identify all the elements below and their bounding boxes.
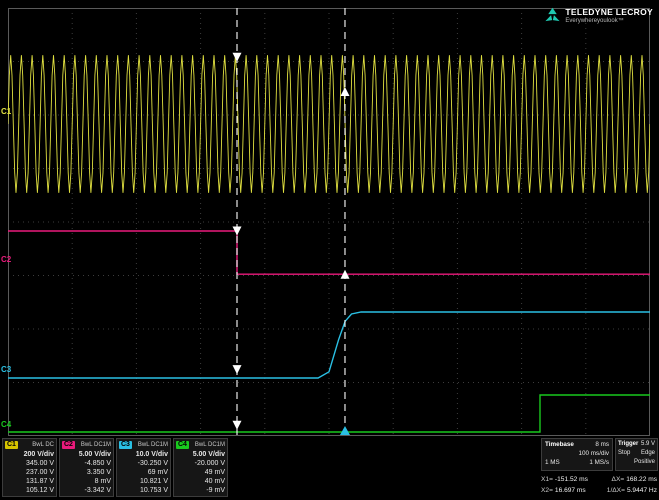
channel-cursor1-value: 49 mV <box>176 468 225 477</box>
cursor-x1-label: X1= <box>541 474 553 485</box>
cursor-arrow-icon <box>233 421 242 430</box>
cursor-arrow-icon <box>340 87 349 96</box>
cursor-x1-value: -151.52 ms <box>555 474 588 485</box>
channel-descriptor-header: C3 BwL DC1M <box>119 440 168 449</box>
trigger-title: Trigger <box>618 440 638 449</box>
channel-offset: -30.250 V <box>119 459 168 468</box>
teledyne-logo-icon <box>544 7 561 24</box>
channel-descriptor-c3[interactable]: C3 BwL DC1M 10.0 V/div -30.250 V 69 mV 1… <box>116 438 171 497</box>
channel-coupling: BwL DC1M <box>138 442 168 448</box>
channel-chip: C3 <box>119 441 132 449</box>
trace-c1[interactable] <box>8 55 650 193</box>
timebase-panel[interactable]: Timebase 8 ms 100 ms/div 1 MS 1 MS/s <box>541 438 613 471</box>
channel-descriptor-header: C2 BwL DC1M <box>62 440 111 449</box>
channel-coupling: BwL DC1M <box>81 442 111 448</box>
channel-vdiv: 200 V/div <box>5 450 54 459</box>
brand-logo: TELEDYNE LECROY Everywhereyoulook™ <box>544 7 653 24</box>
channel-vdiv: 5.00 V/div <box>176 450 225 459</box>
cursor-dx-value: 168.22 ms <box>626 474 657 485</box>
channel-delta-value: -9 mV <box>176 486 225 495</box>
channel-offset: 345.00 V <box>5 459 54 468</box>
channel-descriptors: C1 BwL DC 200 V/div 345.00 V 237.00 V 13… <box>2 438 228 497</box>
timebase-scale: 100 ms/div <box>579 449 609 458</box>
cursor-invdx-value: 5.9447 Hz <box>627 485 657 496</box>
cursor-readout: X1= -151.52 ms ΔX= 168.22 ms X2= 16.697 … <box>541 474 657 496</box>
cursor-dx-label: ΔX= <box>612 474 625 485</box>
channel-descriptor-c1[interactable]: C1 BwL DC 200 V/div 345.00 V 237.00 V 13… <box>2 438 57 497</box>
channel-chip: C4 <box>176 441 189 449</box>
channel-cursor1-value: 69 mV <box>119 468 168 477</box>
cursor-x2-label: X2= <box>541 485 553 496</box>
trigger-type: Edge <box>641 449 655 458</box>
brand-tagline: Everywhereyoulook™ <box>565 18 653 24</box>
cursor-x2-value: 16.697 ms <box>555 485 586 496</box>
cursors <box>233 8 350 436</box>
channel-chip: C2 <box>62 441 75 449</box>
channel-chip: C1 <box>5 441 18 449</box>
channel-coupling: BwL DC <box>32 442 54 448</box>
channel-coupling: BwL DC1M <box>195 442 225 448</box>
channel-vdiv: 10.0 V/div <box>119 450 168 459</box>
channel-delta-value: 105.12 V <box>5 486 54 495</box>
brand-name: TELEDYNE LECROY <box>565 7 653 17</box>
cursor-arrow-icon <box>233 53 242 62</box>
channel-descriptor-c4[interactable]: C4 BwL DC1M 5.00 V/div -20.000 V 49 mV 4… <box>173 438 228 497</box>
channel-delta-value: 10.753 V <box>119 486 168 495</box>
channel-marker-c4[interactable]: C4 <box>1 421 11 429</box>
channel-descriptor-header: C1 BwL DC <box>5 440 54 449</box>
channel-descriptor-header: C4 BwL DC1M <box>176 440 225 449</box>
timebase-title: Timebase <box>545 440 574 449</box>
channel-cursor1-value: 237.00 V <box>5 468 54 477</box>
trace-c2[interactable] <box>8 231 650 274</box>
cursor-arrow-icon <box>233 365 242 374</box>
timebase-delay: 8 ms <box>595 440 609 449</box>
channel-cursor1-value: 3.350 V <box>62 468 111 477</box>
channel-offset: -20.000 V <box>176 459 225 468</box>
channel-marker-c2[interactable]: C2 <box>1 256 11 264</box>
channel-descriptor-c2[interactable]: C2 BwL DC1M 5.00 V/div -4.850 V 3.350 V … <box>59 438 114 497</box>
channel-cursor2-value: 10.821 V <box>119 477 168 486</box>
timebase-rate: 1 MS/s <box>589 458 609 467</box>
trigger-position-icon[interactable] <box>340 426 350 435</box>
trigger-level: 5.9 V <box>641 440 655 449</box>
trigger-mode: Stop <box>618 449 630 458</box>
channel-cursor2-value: 8 mV <box>62 477 111 486</box>
channel-cursor2-value: 40 mV <box>176 477 225 486</box>
trigger-slope: Positive <box>634 458 655 467</box>
oscilloscope-screen: C1 C2 C3 C4 TELEDYNE LECROY Everywhereyoulo… <box>0 0 659 500</box>
channel-cursor2-value: 131.87 V <box>5 477 54 486</box>
trigger-panel[interactable]: Trigger 5.9 V Stop Edge Positive <box>615 438 658 471</box>
waveform-display[interactable] <box>8 8 650 436</box>
cursor-invdx-label: 1/ΔX= <box>607 485 625 496</box>
channel-marker-c3[interactable]: C3 <box>1 366 11 374</box>
timebase-samples: 1 MS <box>545 458 560 467</box>
channel-vdiv: 5.00 V/div <box>62 450 111 459</box>
channel-delta-value: -3.342 V <box>62 486 111 495</box>
channel-marker-c1[interactable]: C1 <box>1 108 11 116</box>
channel-offset: -4.850 V <box>62 459 111 468</box>
